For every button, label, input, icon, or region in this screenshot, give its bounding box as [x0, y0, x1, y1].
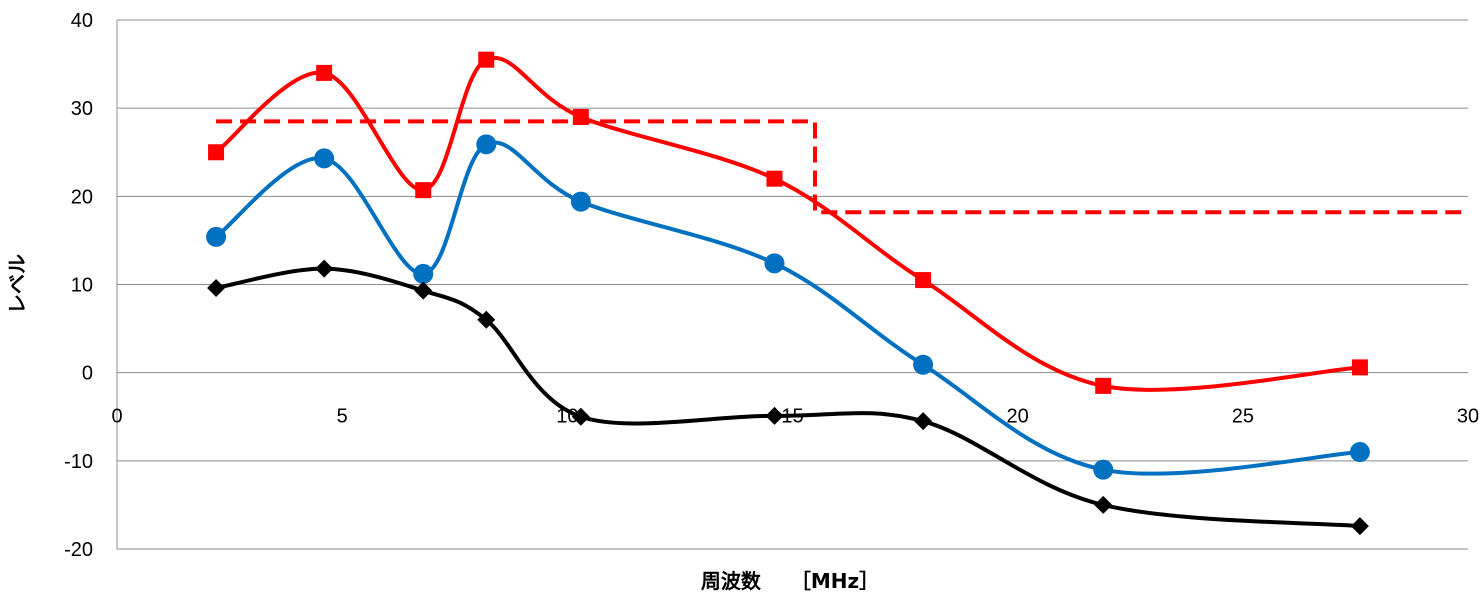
data-point: [314, 148, 335, 169]
data-point: [315, 259, 334, 278]
series-line: [215, 266, 1361, 529]
series-2: [206, 134, 1370, 480]
data-point: [914, 412, 933, 431]
series-3: [207, 259, 1369, 536]
x-tick-labels: 0 5 10 15 20 25 30: [111, 406, 1479, 428]
data-point: [915, 272, 932, 289]
y-tick-label: -10: [64, 451, 93, 473]
limit-line-path: [216, 119, 1468, 215]
data-point: [1095, 377, 1112, 394]
limit-line: [216, 119, 1468, 215]
data-point: [1093, 459, 1114, 480]
grid-lines: [116, 19, 1468, 550]
data-point: [765, 406, 784, 425]
series-line: [214, 140, 1361, 476]
data-point: [570, 191, 591, 212]
data-point: [206, 226, 227, 247]
data-point: [478, 51, 495, 68]
y-axis-title: レベル: [5, 254, 29, 314]
x-axis-title: 周波数 ［MHz］: [701, 569, 879, 593]
x-tick-label: 30: [1457, 406, 1479, 428]
y-tick-label: 10: [71, 275, 93, 297]
data-point: [207, 279, 226, 298]
data-point: [415, 182, 432, 199]
data-point: [766, 170, 783, 187]
data-point: [764, 253, 785, 274]
data-point: [1094, 495, 1113, 514]
data-point: [1350, 517, 1369, 536]
data-point: [913, 354, 934, 375]
data-point: [1351, 359, 1368, 376]
data-point: [413, 263, 434, 284]
data-point: [571, 407, 590, 426]
series-line: [214, 55, 1361, 392]
y-tick-label: -20: [64, 539, 93, 561]
series-group: [206, 51, 1370, 536]
data-point: [572, 108, 589, 125]
y-tick-label: 30: [71, 98, 93, 120]
data-point: [1349, 442, 1370, 463]
data-point: [208, 144, 225, 161]
y-tick-label: 20: [71, 186, 93, 208]
y-tick-label: 40: [71, 10, 93, 32]
x-tick-label: 10: [556, 406, 578, 428]
y-tick-labels: -20 -10 0 10 20 30 40: [64, 10, 93, 561]
x-tick-label: 0: [111, 406, 122, 428]
data-point: [414, 281, 433, 300]
x-tick-label: 25: [1232, 406, 1254, 428]
data-point: [476, 134, 497, 155]
data-point: [316, 64, 333, 81]
x-tick-label: 5: [337, 406, 348, 428]
series-1: [208, 51, 1368, 394]
data-point: [477, 310, 496, 329]
y-tick-label: 0: [82, 363, 93, 385]
x-tick-label: 20: [1007, 406, 1029, 428]
